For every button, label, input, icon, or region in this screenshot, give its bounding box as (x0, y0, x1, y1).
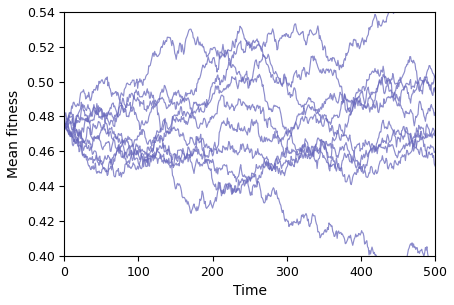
X-axis label: Time: Time (232, 284, 266, 298)
Y-axis label: Mean fitness: Mean fitness (7, 90, 21, 178)
